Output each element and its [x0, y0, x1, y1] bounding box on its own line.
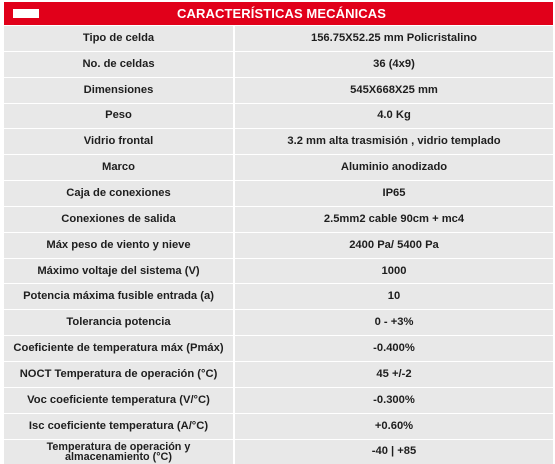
spec-label: Temperatura de operación y almacenamient… — [4, 440, 235, 464]
spec-value: 10 — [235, 284, 553, 309]
spec-value: +0.60% — [235, 414, 553, 439]
spec-value: -40 | +85 — [235, 440, 553, 464]
spec-label: Tipo de celda — [4, 26, 235, 51]
spec-value: 156.75X52.25 mm Policristalino — [235, 26, 553, 51]
spec-value: 36 (4x9) — [235, 52, 553, 77]
spec-value: 2.5mm2 cable 90cm + mc4 — [235, 207, 553, 232]
spec-row: Voc coeficiente temperatura (V/°C)-0.300… — [4, 387, 553, 413]
spec-label: Conexiones de salida — [4, 207, 235, 232]
spec-value: 4.0 Kg — [235, 104, 553, 129]
spec-row: NOCT Temperatura de operación (°C)45 +/-… — [4, 361, 553, 387]
spec-value: 0 - +3% — [235, 310, 553, 335]
spec-row: Potencia máxima fusible entrada (a)10 — [4, 283, 553, 309]
flag-icon — [13, 9, 39, 18]
spec-value: 1000 — [235, 259, 553, 284]
spec-label: Voc coeficiente temperatura (V/°C) — [4, 388, 235, 413]
spec-label: Máximo voltaje del sistema (V) — [4, 259, 235, 284]
spec-label: Dimensiones — [4, 78, 235, 103]
spec-label: Vidrio frontal — [4, 129, 235, 154]
spec-label: Caja de conexiones — [4, 181, 235, 206]
spec-row: Isc coeficiente temperatura (A/°C)+0.60% — [4, 413, 553, 439]
spec-value: IP65 — [235, 181, 553, 206]
spec-value: 45 +/-2 — [235, 362, 553, 387]
spec-label: Isc coeficiente temperatura (A/°C) — [4, 414, 235, 439]
spec-label: No. de celdas — [4, 52, 235, 77]
table-header: CARACTERÍSTICAS MECÁNICAS — [4, 2, 553, 25]
spec-value: -0.300% — [235, 388, 553, 413]
spec-row: Máximo voltaje del sistema (V)1000 — [4, 258, 553, 284]
spec-value: 2400 Pa/ 5400 Pa — [235, 233, 553, 258]
spec-value: 545X668X25 mm — [235, 78, 553, 103]
spec-row: Temperatura de operación y almacenamient… — [4, 439, 553, 464]
spec-label: Tolerancia potencia — [4, 310, 235, 335]
spec-label: Potencia máxima fusible entrada (a) — [4, 284, 235, 309]
spec-label: Marco — [4, 155, 235, 180]
spec-value: 3.2 mm alta trasmisión , vidrio templado — [235, 129, 553, 154]
spec-label: Peso — [4, 104, 235, 129]
spec-label: NOCT Temperatura de operación (°C) — [4, 362, 235, 387]
table-title: CARACTERÍSTICAS MECÁNICAS — [177, 6, 386, 21]
spec-value: Aluminio anodizado — [235, 155, 553, 180]
spec-label: Coeficiente de temperatura máx (Pmáx) — [4, 336, 235, 361]
spec-row: Coeficiente de temperatura máx (Pmáx)-0.… — [4, 335, 553, 361]
spec-label: Máx peso de viento y nieve — [4, 233, 235, 258]
spec-value: -0.400% — [235, 336, 553, 361]
